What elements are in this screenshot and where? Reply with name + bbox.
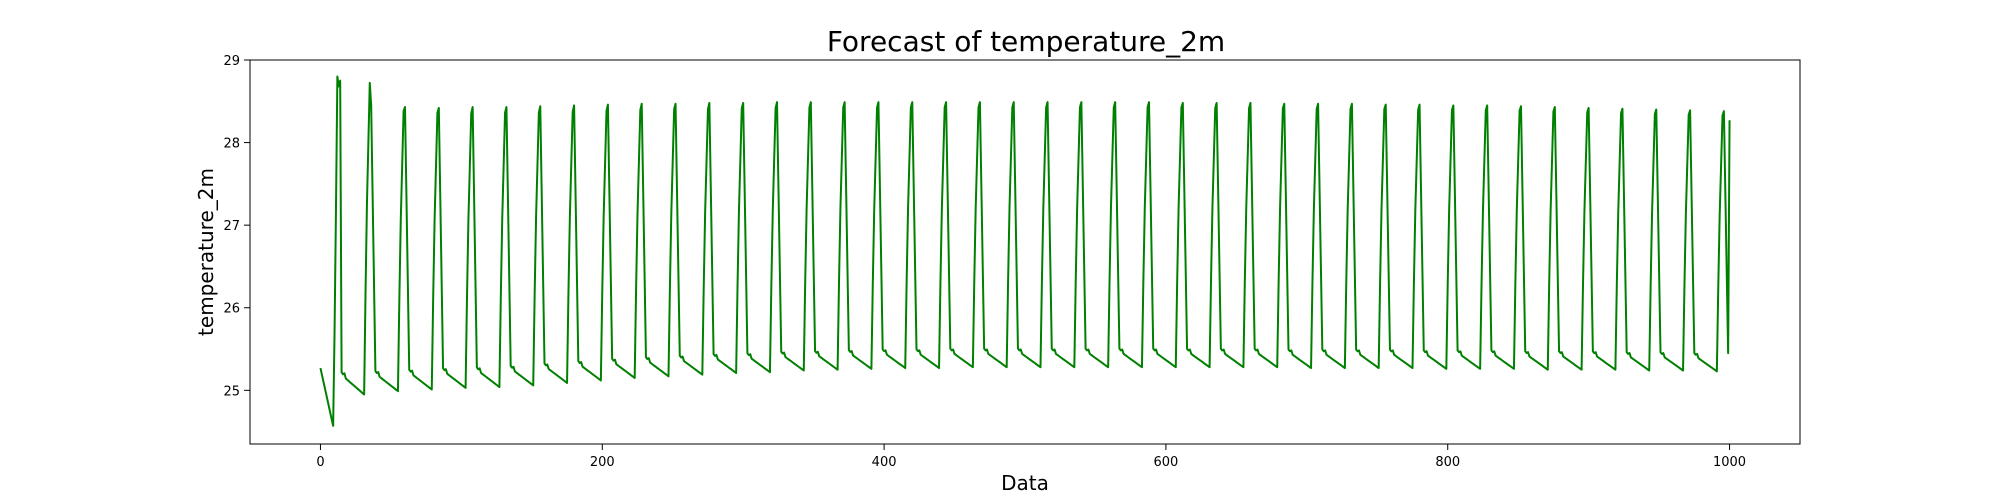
y-tick-label: 25 — [223, 384, 240, 399]
y-tick-label: 29 — [223, 54, 240, 69]
y-axis-label: temperature_2m — [194, 168, 218, 336]
x-tick-label: 800 — [1435, 455, 1460, 470]
y-axis-ticks: 25 26 27 28 29 — [223, 54, 250, 399]
x-tick-label: 0 — [316, 455, 324, 470]
plot-frame — [249, 59, 1801, 445]
x-tick-label: 1000 — [1713, 455, 1746, 470]
plot-area — [249, 59, 1801, 445]
y-tick-label: 27 — [223, 219, 240, 234]
y-tick-label: 26 — [223, 302, 240, 317]
x-tick-label: 600 — [1153, 455, 1178, 470]
temperature-series-line — [319, 75, 1731, 427]
x-axis-ticks: 0 200 400 600 800 1000 — [316, 444, 1746, 470]
y-tick-label: 28 — [223, 137, 240, 152]
series-lines — [319, 75, 1731, 427]
x-tick-label: 200 — [590, 455, 615, 470]
x-tick-label: 400 — [872, 455, 897, 470]
x-axis-label: Data — [1001, 471, 1049, 495]
chart-title: Forecast of temperature_2m — [827, 25, 1225, 58]
